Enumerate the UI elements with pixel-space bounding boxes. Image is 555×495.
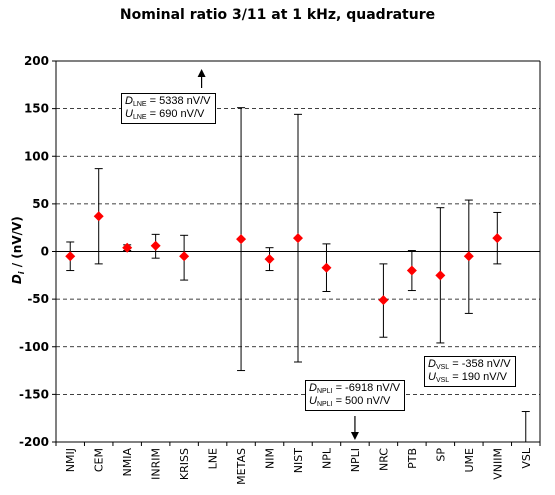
npli-callout: DNPLI = -6918 nV/V UNPLI = 500 nV/V <box>305 380 406 411</box>
x-tick-label-nmij: NMIJ <box>64 448 77 472</box>
npli-u-row: UNPLI = 500 nV/V <box>309 395 400 408</box>
vsl-d-symbol: D <box>428 358 436 370</box>
lne-u-row: ULNE = 690 nV/V <box>125 108 211 121</box>
x-tick-label-npli: NPLI <box>349 448 362 472</box>
npli-u-subscript: NPLI <box>316 401 333 408</box>
y-axis-label-symbol: D <box>9 274 24 285</box>
x-tick-label-ptb: PTB <box>406 448 419 469</box>
y-axis-label: Di / (nV/V) <box>10 210 26 290</box>
y-axis-label-subscript: i <box>17 271 27 275</box>
npli-d-value: = -6918 nV/V <box>332 382 401 394</box>
y-tick-label--100: -100 <box>19 340 49 354</box>
y-tick-label-150: 150 <box>24 102 49 116</box>
lne-u-subscript: LNE <box>132 114 147 121</box>
x-tick-label-lne: LNE <box>207 448 220 469</box>
npli-u-value: = 500 nV/V <box>332 395 391 407</box>
marker-nim <box>264 254 275 265</box>
x-tick-label-ume: UME <box>463 448 476 473</box>
vsl-u-value: = 190 nV/V <box>449 371 507 383</box>
lne-d-value: = 5338 nV/V <box>146 95 211 107</box>
npli-d-row: DNPLI = -6918 nV/V <box>309 382 400 395</box>
vsl-u-symbol: U <box>428 371 436 383</box>
arrow-down-npli-head <box>350 432 359 440</box>
x-tick-label-sp: SP <box>434 448 447 462</box>
y-tick-label--200: -200 <box>19 435 49 449</box>
vsl-d-subscript: VSL <box>435 364 450 371</box>
y-tick-label-100: 100 <box>24 149 49 163</box>
y-tick-label--150: -150 <box>19 387 49 401</box>
npli-d-symbol: D <box>309 382 317 394</box>
marker-cem <box>93 211 104 222</box>
marker-nmia <box>122 242 133 253</box>
npli-d-subscript: NPLI <box>316 388 333 395</box>
vsl-callout: DVSL = -358 nV/V UVSL = 190 nV/V <box>424 356 516 387</box>
x-tick-label-kriss: KRISS <box>178 448 191 480</box>
x-tick-label-nist: NIST <box>292 448 305 473</box>
x-tick-label-nim: NIM <box>264 448 277 469</box>
y-axis-label-unit: / (nV/V) <box>9 216 24 272</box>
x-tick-label-metas: METAS <box>235 448 248 485</box>
vsl-d-value: = -358 nV/V <box>449 358 511 370</box>
x-tick-label-inrim: INRIM <box>150 448 163 480</box>
x-tick-label-cem: CEM <box>93 448 106 472</box>
lne-d-row: DLNE = 5338 nV/V <box>125 95 211 108</box>
x-tick-label-nmia: NMIA <box>121 448 134 477</box>
x-tick-label-nrc: NRC <box>377 448 390 471</box>
vsl-u-row: UVSL = 190 nV/V <box>428 371 511 384</box>
marker-nist <box>293 233 303 244</box>
y-tick-label-50: 50 <box>32 197 49 211</box>
marker-ume <box>463 251 474 262</box>
arrow-up-lne-head <box>197 69 206 77</box>
npli-u-symbol: U <box>309 395 317 407</box>
marker-metas <box>236 234 247 245</box>
marker-nmij <box>65 251 76 262</box>
marker-inrim <box>150 240 161 251</box>
lne-d-symbol: D <box>125 95 133 107</box>
marker-kriss <box>179 251 190 262</box>
marker-npl <box>321 262 332 273</box>
x-tick-label-vniim: VNIIM <box>491 448 504 480</box>
chart-title: Nominal ratio 3/11 at 1 kHz, quadrature <box>119 7 436 23</box>
marker-vniim <box>492 233 503 244</box>
vsl-d-row: DVSL = -358 nV/V <box>428 358 511 371</box>
marker-ptb <box>406 265 417 276</box>
x-tick-label-npl: NPL <box>320 447 333 469</box>
x-tick-label-vsl: VSL <box>520 447 533 469</box>
lne-d-subscript: LNE <box>132 101 147 108</box>
marker-sp <box>435 270 446 281</box>
y-tick-label-200: 200 <box>24 54 49 68</box>
y-tick-label--50: -50 <box>27 292 49 306</box>
lne-u-value: = 690 nV/V <box>146 108 205 120</box>
vsl-u-subscript: VSL <box>435 377 450 384</box>
marker-nrc <box>378 295 389 306</box>
y-tick-label-0: 0 <box>41 245 49 259</box>
lne-u-symbol: U <box>125 108 133 120</box>
lne-callout: DLNE = 5338 nV/V ULNE = 690 nV/V <box>121 93 216 124</box>
